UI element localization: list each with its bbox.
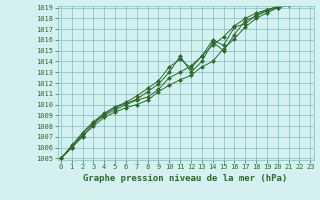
X-axis label: Graphe pression niveau de la mer (hPa): Graphe pression niveau de la mer (hPa) bbox=[84, 174, 288, 183]
